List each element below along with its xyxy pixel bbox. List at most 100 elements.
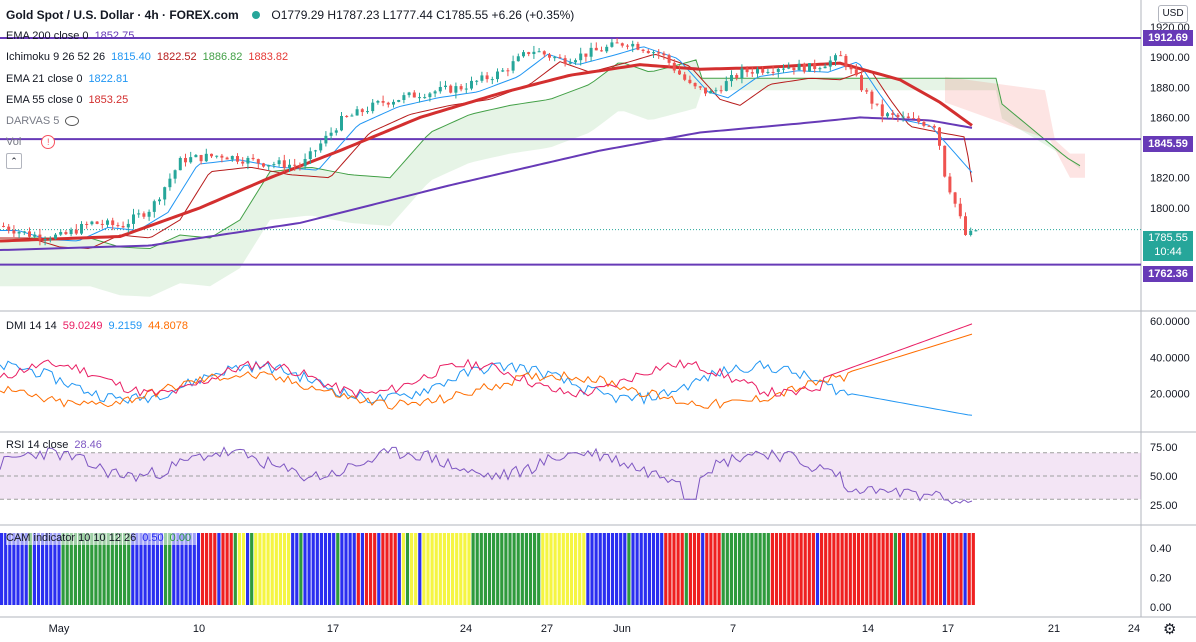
- cam-bar: [295, 533, 299, 605]
- candle-body: [615, 42, 619, 44]
- candle-body: [891, 113, 895, 115]
- cam-bar: [225, 533, 229, 605]
- ichimoku-kijun: [0, 53, 973, 249]
- cam-bar: [36, 533, 41, 605]
- cam-bar: [479, 533, 483, 605]
- candle-body: [168, 178, 172, 188]
- price-tick-label: 1860.00: [1150, 112, 1190, 124]
- cam-bar: [520, 533, 524, 605]
- cam-bar: [590, 533, 594, 605]
- currency-button[interactable]: USD: [1158, 5, 1188, 23]
- candle-body: [662, 53, 666, 56]
- cam-bar: [49, 533, 53, 605]
- cam-bar: [131, 533, 135, 605]
- cam-tick-label: 0.00: [1150, 602, 1171, 614]
- time-tick-label: 27: [541, 623, 553, 635]
- legend-vol[interactable]: Vol!: [6, 135, 61, 149]
- legend-dmi[interactable]: DMI 14 14 59.0249 9.2159 44.8078: [6, 319, 194, 333]
- cam-bar: [615, 533, 619, 605]
- last-price-tag: 1785.55 10:44: [1143, 231, 1193, 261]
- cam-bar: [639, 533, 643, 605]
- cam-bar: [455, 533, 459, 605]
- cam-bar: [405, 533, 410, 605]
- cam-bar: [352, 533, 356, 605]
- cam-bar: [389, 533, 393, 605]
- cam-bar: [41, 533, 45, 605]
- cam-bar: [504, 533, 508, 605]
- legend-ema55[interactable]: EMA 55 close 0 1853.25: [6, 93, 134, 107]
- ichimoku-cloud: [0, 59, 1080, 297]
- dmi-minus-value: 9.2159: [108, 320, 143, 332]
- legend-darvas[interactable]: DARVAS 5: [6, 114, 85, 128]
- cam-bar: [770, 533, 774, 605]
- candle-body: [142, 213, 146, 217]
- hidden-eye-icon[interactable]: [65, 116, 80, 127]
- price-tag-mid-line: 1845.59: [1143, 136, 1193, 152]
- dmi-label: DMI 14 14: [6, 320, 57, 332]
- legend-rsi[interactable]: RSI 14 close 28.46: [6, 438, 108, 452]
- cam-bar: [668, 533, 672, 605]
- legend-cam[interactable]: CAM indicator 10 10 12 26 0.50 0.00: [6, 531, 198, 545]
- candle-body: [490, 79, 494, 81]
- legend-ema21[interactable]: EMA 21 close 0 1822.81: [6, 72, 134, 86]
- cam-bar: [217, 533, 221, 605]
- candle-body: [844, 55, 848, 68]
- time-tick-label: 17: [327, 623, 339, 635]
- candle-body: [449, 85, 453, 93]
- candle-body: [459, 86, 463, 90]
- cam-bar: [660, 533, 664, 605]
- candle-body: [641, 49, 645, 52]
- cam-bar: [176, 533, 180, 605]
- cam-bar: [623, 533, 627, 605]
- cam-bar: [282, 533, 287, 605]
- cam-bar: [418, 533, 422, 605]
- collapse-legend-button[interactable]: ⌃: [6, 153, 22, 169]
- cam-bar: [705, 533, 709, 605]
- candle-body: [574, 60, 577, 63]
- rsi-label: RSI 14 close: [6, 439, 69, 451]
- candle-body: [657, 52, 661, 54]
- cam-bar: [381, 533, 385, 605]
- cam-bar: [922, 533, 926, 605]
- cam-bar: [200, 533, 205, 605]
- cam-bar: [672, 533, 676, 605]
- candle-body: [28, 231, 31, 237]
- cam-bar: [483, 533, 487, 605]
- candle-body: [38, 234, 42, 240]
- cam-bar: [53, 533, 57, 605]
- cam-bar: [610, 533, 615, 605]
- candle-body: [184, 157, 187, 163]
- time-tick-label: 21: [1048, 623, 1060, 635]
- legend-ema200[interactable]: EMA 200 close 0 1852.75: [6, 29, 140, 43]
- candle-body: [802, 63, 806, 72]
- symbol-title[interactable]: Gold Spot / U.S. Dollar · 4h · FOREX.com: [6, 8, 239, 22]
- cam-bar: [262, 533, 266, 605]
- cam-bar: [627, 533, 631, 605]
- cam-bar: [323, 533, 328, 605]
- cam-bar: [401, 533, 405, 605]
- candle-body: [85, 223, 89, 225]
- cam-bar: [209, 533, 213, 605]
- cam-bar: [246, 533, 250, 605]
- candle-body: [834, 55, 837, 61]
- ohlc-readout: O1779.29 H1787.23 L1777.44 C1785.55 +6.2…: [271, 8, 575, 22]
- cam-bar: [815, 533, 820, 605]
- cam-bar: [188, 533, 192, 605]
- cam-bar: [266, 533, 270, 605]
- cam-bar: [684, 533, 688, 605]
- vol-alert-icon[interactable]: !: [41, 135, 56, 149]
- candle-body: [485, 75, 489, 80]
- cam-bar: [795, 533, 799, 605]
- settings-gear-icon[interactable]: ⚙: [1163, 621, 1177, 638]
- candle-body: [116, 225, 120, 227]
- candle-body: [750, 72, 754, 74]
- candle-body: [412, 92, 416, 98]
- cam-bar: [717, 533, 721, 605]
- cam-bar: [902, 533, 906, 605]
- candle-body: [397, 100, 401, 102]
- candle-body: [563, 58, 567, 64]
- cam-bar: [762, 533, 766, 605]
- legend-ichimoku[interactable]: Ichimoku 9 26 52 26 1815.40 1822.52 1886.82…: [6, 50, 294, 64]
- candle-body: [730, 75, 733, 82]
